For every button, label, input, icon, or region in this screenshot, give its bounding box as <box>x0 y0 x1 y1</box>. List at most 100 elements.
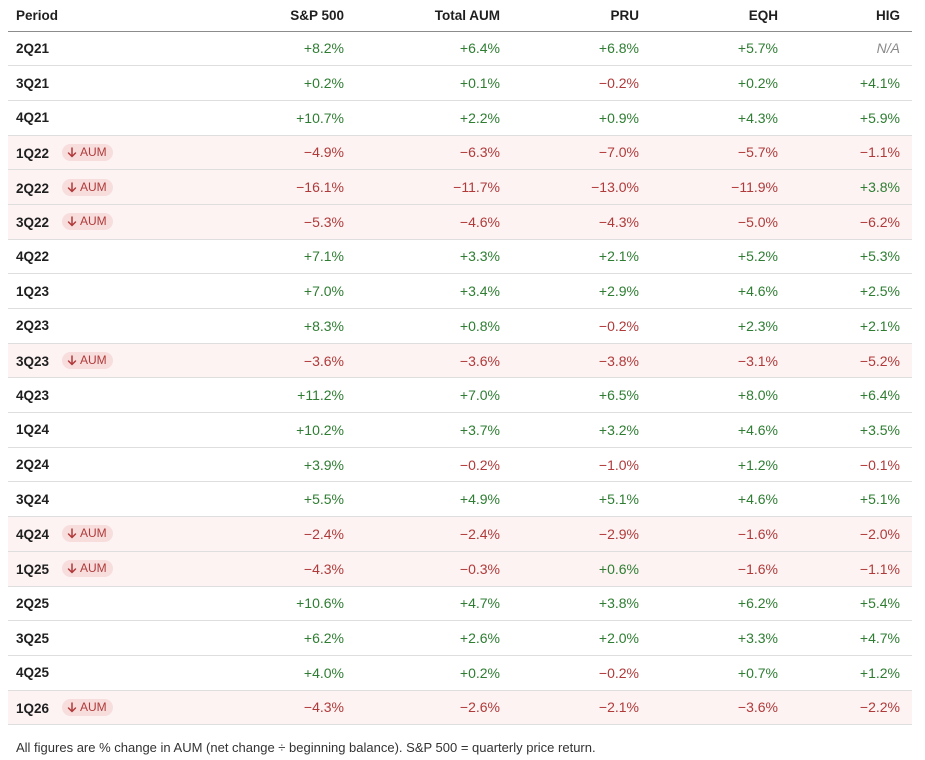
period-label: 1Q23 <box>16 283 50 299</box>
eqh-value-cell: +0.7% <box>651 655 790 691</box>
sp500-value-cell: −2.4% <box>168 516 356 552</box>
pru-value-cell: −3.8% <box>512 343 651 379</box>
aum-down-badge: AUM <box>62 178 113 196</box>
aum-down-badge: AUM <box>62 560 113 578</box>
sp500-value-cell: +8.2% <box>168 31 356 67</box>
pru-value-cell: −2.9% <box>512 516 651 552</box>
pru-value-cell: +3.2% <box>512 412 651 448</box>
pru-value-cell: +3.8% <box>512 586 651 622</box>
total-aum-value-cell: +2.6% <box>356 620 512 656</box>
period-label: 3Q23 <box>16 354 50 370</box>
sp500-value-cell: +5.5% <box>168 481 356 518</box>
table-row: 3Q22 AUM −5.3% −4.6% −4.3% −5.0% −6.2% <box>8 204 912 240</box>
hig-value-cell: +6.4% <box>790 377 912 414</box>
sp500-value-cell: +8.3% <box>168 308 356 344</box>
eqh-value-cell: −5.7% <box>651 135 790 171</box>
period-cell: 3Q24 <box>8 481 168 518</box>
eqh-value-cell: +4.6% <box>651 481 790 518</box>
sp500-value-cell: −4.3% <box>168 551 356 587</box>
sp500-value-cell: −5.3% <box>168 204 356 240</box>
total-aum-value-cell: −11.7% <box>356 169 512 205</box>
pru-value-cell: −4.3% <box>512 204 651 240</box>
period-label: 4Q24 <box>16 527 50 543</box>
aum-down-badge: AUM <box>62 352 113 370</box>
table-body: 2Q21 +8.2% +6.4% +6.8% +5.7% N/A 3Q21 +0.2% +0.1… <box>8 31 912 726</box>
hig-value-cell: +1.2% <box>790 655 912 691</box>
arrow-down-icon <box>67 147 77 158</box>
hig-value-cell: +5.3% <box>790 239 912 275</box>
period-cell: 2Q25 <box>8 586 168 622</box>
eqh-value-cell: +0.2% <box>651 65 790 101</box>
total-aum-value-cell: +2.2% <box>356 100 512 136</box>
period-label: 2Q23 <box>16 318 50 334</box>
period-label: 1Q22 <box>16 145 50 161</box>
hig-value-cell: +5.1% <box>790 481 912 518</box>
hig-value-cell: +3.5% <box>790 412 912 448</box>
badge-label: AUM <box>80 561 107 576</box>
hig-value-cell: +4.7% <box>790 620 912 656</box>
period-label: 2Q24 <box>16 457 50 473</box>
table-row: 4Q21 +10.7% +2.2% +0.9% +4.3% +5.9% <box>8 100 912 136</box>
table-row: 2Q24 +3.9% −0.2% −1.0% +1.2% −0.1% <box>8 447 912 483</box>
table-row: 1Q23 +7.0% +3.4% +2.9% +4.6% +2.5% <box>8 273 912 309</box>
eqh-value-cell: +8.0% <box>651 377 790 414</box>
period-cell: 1Q24 <box>8 412 168 448</box>
hig-value-cell: +4.1% <box>790 65 912 101</box>
table-row: 2Q21 +8.2% +6.4% +6.8% +5.7% N/A <box>8 31 912 67</box>
pru-value-cell: −2.1% <box>512 690 651 726</box>
sp500-value-cell: +6.2% <box>168 620 356 656</box>
column-header-pru[interactable]: PRU <box>512 0 651 32</box>
period-cell: 4Q24 AUM <box>8 516 168 552</box>
hig-value-cell: −1.1% <box>790 551 912 587</box>
pru-value-cell: −7.0% <box>512 135 651 171</box>
total-aum-value-cell: −0.2% <box>356 447 512 483</box>
period-label: 2Q25 <box>16 595 50 611</box>
pru-value-cell: +0.9% <box>512 100 651 136</box>
arrow-down-icon <box>67 355 77 366</box>
badge-label: AUM <box>80 179 107 194</box>
eqh-value-cell: −11.9% <box>651 169 790 205</box>
period-label: 4Q23 <box>16 387 50 403</box>
column-header-hig[interactable]: HIG <box>790 0 912 32</box>
total-aum-value-cell: +0.2% <box>356 655 512 691</box>
pru-value-cell: +2.9% <box>512 273 651 309</box>
header-row: Period S&P 500 Total AUM PRU EQH HIG <box>8 0 912 32</box>
table-row: 4Q24 AUM −2.4% −2.4% −2.9% −1.6% −2.0% <box>8 516 912 552</box>
sp500-value-cell: +7.1% <box>168 239 356 275</box>
badge-label: AUM <box>80 526 107 541</box>
period-label: 4Q21 <box>16 110 50 126</box>
pru-value-cell: −13.0% <box>512 169 651 205</box>
aum-change-table: Period S&P 500 Total AUM PRU EQH HIG 2Q2… <box>8 0 912 726</box>
pru-value-cell: +2.1% <box>512 239 651 275</box>
sp500-value-cell: +11.2% <box>168 377 356 414</box>
total-aum-value-cell: −6.3% <box>356 135 512 171</box>
pru-value-cell: −0.2% <box>512 655 651 691</box>
total-aum-value-cell: +6.4% <box>356 31 512 67</box>
eqh-value-cell: −3.1% <box>651 343 790 379</box>
period-cell: 3Q25 <box>8 620 168 656</box>
hig-value-cell: −1.1% <box>790 135 912 171</box>
pru-value-cell: +0.6% <box>512 551 651 587</box>
column-header-total-aum[interactable]: Total AUM <box>356 0 512 32</box>
table-row: 1Q25 AUM −4.3% −0.3% +0.6% −1.6% −1.1% <box>8 551 912 587</box>
column-header-period[interactable]: Period <box>8 0 168 32</box>
pru-value-cell: +6.8% <box>512 31 651 67</box>
period-label: 1Q25 <box>16 562 50 578</box>
column-header-sp500[interactable]: S&P 500 <box>168 0 356 32</box>
total-aum-value-cell: +7.0% <box>356 377 512 414</box>
total-aum-value-cell: +3.3% <box>356 239 512 275</box>
period-cell: 4Q22 <box>8 239 168 275</box>
column-header-eqh[interactable]: EQH <box>651 0 790 32</box>
eqh-value-cell: −1.6% <box>651 516 790 552</box>
eqh-value-cell: +5.2% <box>651 239 790 275</box>
sp500-value-cell: +7.0% <box>168 273 356 309</box>
pru-value-cell: +2.0% <box>512 620 651 656</box>
hig-value-cell: −6.2% <box>790 204 912 240</box>
footnote: All figures are % change in AUM (net cha… <box>16 740 596 755</box>
hig-value-cell: +5.9% <box>790 100 912 136</box>
total-aum-value-cell: +4.7% <box>356 586 512 622</box>
eqh-value-cell: +5.7% <box>651 31 790 67</box>
period-label: 4Q25 <box>16 665 50 681</box>
period-cell: 4Q21 <box>8 100 168 136</box>
table-row: 2Q22 AUM −16.1% −11.7% −13.0% −11.9% +3.8% <box>8 169 912 205</box>
